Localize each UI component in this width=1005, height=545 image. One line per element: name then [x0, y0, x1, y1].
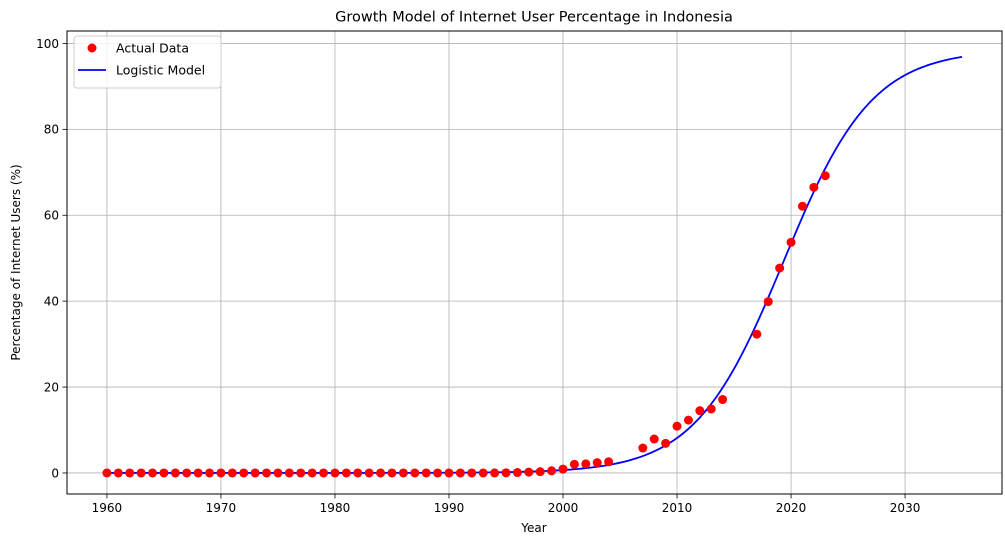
legend-label-actual-data: Actual Data: [116, 41, 189, 56]
x-tick-label: 1960: [92, 501, 123, 515]
actual-data-point: [182, 468, 192, 478]
actual-data-point: [809, 182, 819, 192]
actual-data-point: [592, 458, 602, 468]
actual-data-point: [558, 464, 568, 474]
actual-data-point: [501, 468, 511, 478]
actual-data-point: [661, 438, 671, 448]
y-tick-label: 20: [44, 380, 59, 394]
actual-data-point: [683, 415, 693, 425]
actual-data-point: [136, 468, 146, 478]
plot-frame: [66, 30, 1003, 495]
x-tick-label: 2020: [776, 501, 807, 515]
y-tick-label: 100: [36, 37, 59, 51]
actual-data-point: [433, 468, 443, 478]
actual-data-point: [330, 468, 340, 478]
x-tick-label: 2000: [548, 501, 579, 515]
actual-data-point: [307, 468, 317, 478]
actual-data-point: [227, 468, 237, 478]
actual-data-point: [387, 468, 397, 478]
actual-data-point: [706, 404, 716, 414]
y-tick-label: 40: [44, 294, 59, 308]
actual-data-point: [421, 468, 431, 478]
actual-data-point: [455, 468, 465, 478]
x-tick-label: 1970: [206, 501, 237, 515]
actual-data-point: [695, 406, 705, 416]
legend-label-logistic-model: Logistic Model: [116, 63, 205, 78]
actual-data-point: [604, 457, 614, 467]
actual-data-point: [376, 468, 386, 478]
actual-data-point: [763, 297, 773, 307]
actual-data-point: [250, 468, 260, 478]
actual-data-point: [205, 468, 215, 478]
actual-data-point: [410, 468, 420, 478]
legend-frame: [73, 35, 222, 89]
actual-data-point: [718, 395, 728, 405]
x-tick-label: 2010: [662, 501, 693, 515]
actual-data-point: [319, 468, 329, 478]
actual-data-point: [672, 421, 682, 431]
actual-data-point: [364, 468, 374, 478]
x-tick-label: 2030: [890, 501, 921, 515]
y-axis-label: Percentage of Internet Users (%): [9, 164, 23, 360]
actual-data-point: [170, 468, 180, 478]
actual-data-point: [353, 468, 363, 478]
actual-data-point: [467, 468, 477, 478]
actual-data-point: [284, 468, 294, 478]
actual-data-point: [148, 468, 158, 478]
actual-data-point: [786, 237, 796, 247]
plot-area: [67, 31, 1002, 494]
axis-ticks: 1960 1970 1980 1990 2000 2010 2020 2030 0 20 40 60 8…: [36, 37, 920, 515]
x-axis-label: Year: [520, 521, 546, 535]
actual-data-point: [159, 468, 169, 478]
actual-data-point: [273, 468, 283, 478]
x-tick-label: 1980: [320, 501, 351, 515]
y-tick-label: 80: [44, 123, 59, 137]
actual-data-point: [775, 263, 785, 273]
actual-data-point: [547, 466, 557, 476]
legend: Actual Data Logistic Model: [73, 35, 222, 89]
actual-data-point: [638, 443, 648, 453]
actual-data-point: [444, 468, 454, 478]
actual-data-point: [398, 468, 408, 478]
actual-data-point: [216, 468, 226, 478]
actual-data-point: [125, 468, 135, 478]
legend-marker-actual-data: [87, 43, 97, 53]
actual-data-point: [102, 468, 112, 478]
actual-data-point: [113, 468, 123, 478]
y-tick-label: 60: [44, 209, 59, 223]
x-tick-label: 1990: [434, 501, 465, 515]
y-tick-label: 0: [51, 466, 59, 480]
actual-data-point: [296, 468, 306, 478]
actual-data-point: [490, 468, 500, 478]
logistic-model-line: [106, 55, 963, 474]
actual-data-point: [478, 468, 488, 478]
actual-data-point: [752, 329, 762, 339]
actual-data-point: [512, 468, 522, 478]
actual-data-point: [524, 467, 534, 477]
actual-data-point: [262, 468, 272, 478]
actual-data-point: [820, 171, 830, 181]
actual-data-point: [569, 459, 579, 469]
actual-data-point: [535, 467, 545, 477]
actual-data-point: [341, 468, 351, 478]
actual-data-point: [649, 434, 659, 444]
chart-title: Growth Model of Internet User Percentage…: [335, 10, 733, 26]
actual-data-point: [581, 459, 591, 469]
actual-data-point: [797, 201, 807, 211]
data-series: [102, 55, 963, 478]
actual-data-point: [193, 468, 203, 478]
actual-data-point: [239, 468, 249, 478]
